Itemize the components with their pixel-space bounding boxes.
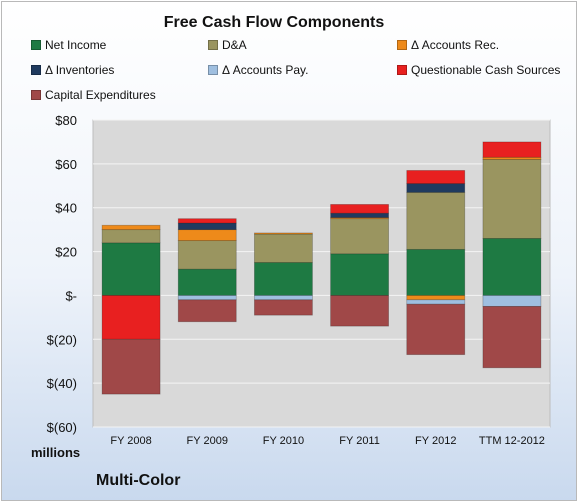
bar-segment [406,299,466,305]
bar-segment [482,159,542,239]
legend-label: Questionable Cash Sources [411,63,561,77]
legend-label: Δ Accounts Pay. [222,63,309,77]
legend-item: Δ Accounts Pay. [208,63,309,77]
legend-item: Δ Inventories [31,63,114,77]
bar-segment [482,305,542,369]
bar-segment [482,295,542,307]
x-tick-label: FY 2011 [339,435,380,447]
x-tick-label: FY 2008 [110,435,151,447]
bar-segment [101,338,161,395]
bar-segment [330,204,389,214]
legend-item: Δ Accounts Rec. [397,38,499,52]
bar-segment [330,295,389,327]
bar-segment [330,253,389,296]
legend-label: Δ Inventories [45,63,115,77]
legend-item: D&A [208,38,247,52]
y-tick-label: $(20) [47,332,77,347]
legend-item: Net Income [31,38,106,52]
y-tick-label: $80 [55,113,77,128]
bar-segment [177,222,237,231]
bar-segment [254,299,313,316]
legend-label: Δ Accounts Rec. [411,38,500,52]
bar-segment [177,268,237,296]
bar-segment [406,303,466,356]
x-tick-label: FY 2010 [263,435,304,447]
bar-segment [177,240,237,270]
plot-area [92,119,551,428]
bar-segment [101,242,161,296]
bar-segment [254,262,313,296]
legend-swatch [31,89,41,100]
legend-label: Net Income [45,38,107,52]
bar-segment [254,233,313,263]
y-tick-label: $40 [55,201,77,216]
bar-segment [101,229,161,244]
legend-swatch [31,64,41,75]
legend-label: D&A [222,38,247,52]
bar-segment [330,212,389,218]
x-tick-label: TTM 12-2012 [479,435,545,447]
legend-swatch [397,64,407,75]
bar-segment [482,141,542,158]
bar-segment [330,218,389,255]
x-tick-label: FY 2009 [187,435,228,447]
legend-swatch [208,64,218,75]
bar-segment [406,248,466,296]
y-tick-label: $(40) [47,376,77,391]
legend-item: Questionable Cash Sources [397,63,560,77]
bar-segment [177,295,237,301]
y-tick-label: $20 [55,245,77,260]
bar-segment [254,295,313,301]
units-label: millions [31,445,81,460]
bar-segment [101,295,161,340]
legend-swatch [208,39,218,50]
bar-segment [406,183,466,193]
y-tick-label: $- [65,288,77,303]
legend-label: Capital Expenditures [45,88,156,102]
company-label: Multi-Color [96,472,181,489]
legend-item: Capital Expenditures [31,88,156,102]
bar-segment [177,299,237,323]
y-tick-label: $60 [55,157,77,172]
x-tick-label: FY 2012 [415,435,456,447]
bar-segment [177,229,237,242]
bar-segment [406,191,466,250]
bar-segment [406,295,466,301]
bar-segment [177,218,237,224]
bar-segment [101,224,161,231]
bar-segment [254,232,313,235]
legend-swatch [31,39,41,50]
chart-title: Free Cash Flow Components [163,14,385,31]
legend-swatch [397,39,407,50]
y-tick-label: $(60) [47,420,77,435]
bar-segment [482,238,542,296]
bar-segment [406,170,466,184]
